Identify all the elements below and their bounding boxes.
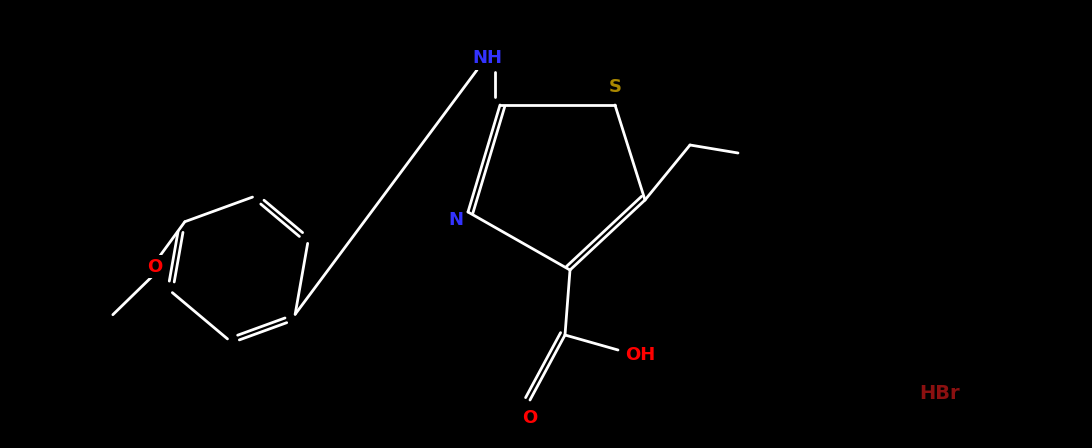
Text: HBr: HBr (919, 383, 960, 402)
Text: OH: OH (625, 346, 655, 364)
Text: N: N (449, 211, 463, 229)
Text: O: O (147, 258, 163, 276)
Text: S: S (608, 78, 621, 96)
Text: O: O (522, 409, 537, 427)
Text: NH: NH (472, 49, 502, 67)
